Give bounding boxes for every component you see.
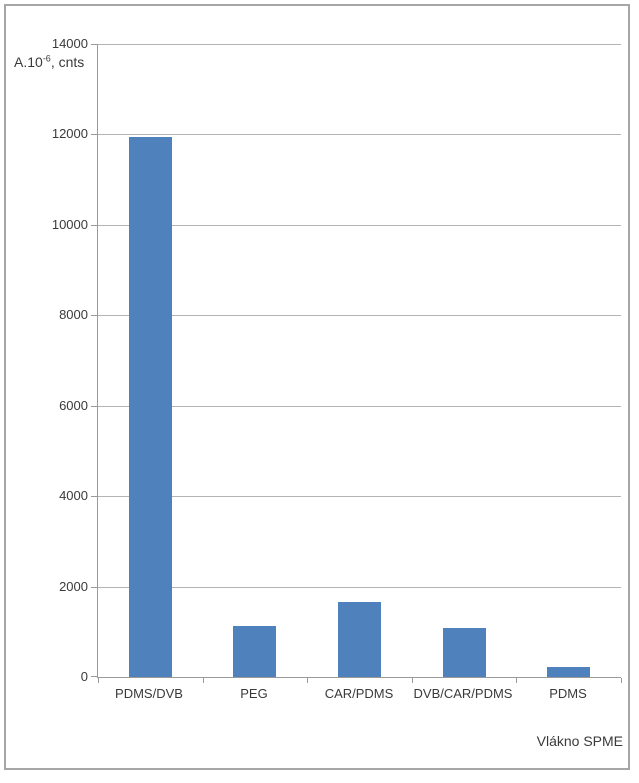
y-axis-title: A.10-6, cnts [14,54,84,70]
x-axis-tick-3 [412,678,413,683]
y-axis-tick-10000 [91,225,98,226]
bar-pdms [547,667,590,677]
y-axis-tick-8000 [91,315,98,316]
y-axis-tick-14000 [91,44,98,45]
bar-pdms-dvb [129,137,172,677]
y-axis-tick-6000 [91,406,98,407]
y-axis-tick-4000 [91,496,98,497]
y-axis-tick-12000 [91,134,98,135]
y-axis-title-suffix: , cnts [50,54,85,70]
x-axis-title: Vlákno SPME [536,733,623,749]
y-axis-title-superscript: -6 [42,53,51,64]
x-category-label-pdms-dvb: PDMS/DVB [115,686,183,701]
y-tick-label-14000: 14000 [51,36,88,51]
gridline-4000 [98,496,621,497]
x-category-label-dvb-car-pdms: DVB/CAR/PDMS [413,686,513,701]
x-axis-tick-0 [98,678,99,683]
x-axis-tick-5 [621,678,622,683]
x-axis-tick-4 [516,678,517,683]
y-axis-tick-2000 [91,587,98,588]
bar-peg [233,626,276,677]
x-axis-tick-2 [307,678,308,683]
chart-outer-border [4,4,630,770]
gridline-2000 [98,587,621,588]
y-tick-label-12000: 12000 [51,126,88,141]
y-axis-title-prefix: A.10 [14,54,43,70]
gridline-8000 [98,315,621,316]
x-category-label-peg: PEG [240,686,268,701]
gridline-12000 [98,134,621,135]
plot-area [91,44,622,683]
x-axis-tick-1 [203,678,204,683]
x-category-label-pdms: PDMS [549,686,587,701]
x-category-label-car-pdms: CAR/PDMS [324,686,394,701]
bar-car-pdms [338,602,381,677]
y-tick-label-2000: 2000 [59,579,88,594]
y-tick-label-8000: 8000 [59,307,88,322]
gridline-14000 [98,44,621,45]
y-tick-label-10000: 10000 [51,217,88,232]
y-tick-label-0: 0 [80,669,88,684]
y-axis-tick-0 [91,676,98,677]
gridline-6000 [98,406,621,407]
gridline-10000 [98,225,621,226]
y-tick-label-6000: 6000 [59,398,88,413]
y-tick-label-4000: 4000 [59,488,88,503]
bar-dvb-car-pdms [443,628,486,677]
